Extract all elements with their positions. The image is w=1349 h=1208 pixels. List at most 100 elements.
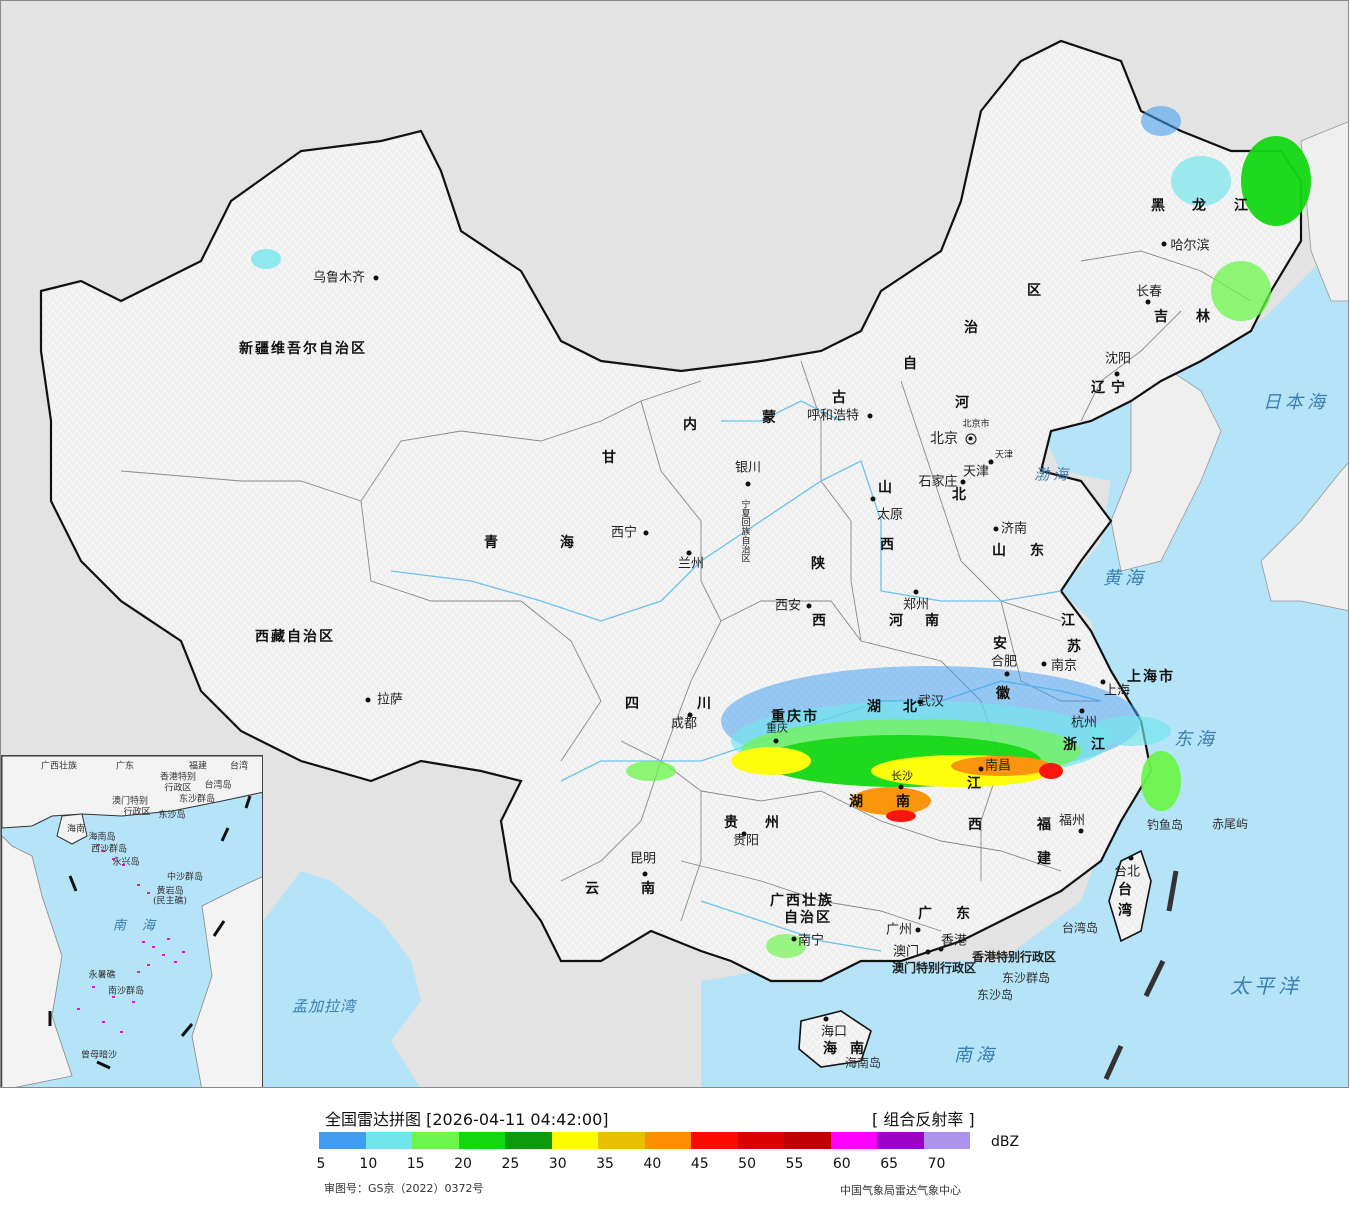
province-label: 自 bbox=[903, 356, 917, 372]
sea-bengal bbox=[263, 871, 421, 1087]
province-label: 东 bbox=[956, 906, 970, 922]
city-marker bbox=[1114, 371, 1120, 377]
korea-land bbox=[1110, 370, 1222, 572]
legend-swatch bbox=[877, 1132, 924, 1149]
city-marker bbox=[917, 699, 923, 705]
province-label: 山 bbox=[878, 480, 892, 496]
capital-marker bbox=[965, 433, 977, 445]
province-label: 香港特别行政区 bbox=[971, 950, 1057, 964]
city-label: 杭州 bbox=[1070, 715, 1098, 731]
inset-label: 海南 bbox=[66, 824, 86, 835]
city-marker bbox=[988, 459, 994, 465]
inset-label: 广东 bbox=[115, 761, 135, 772]
city-label: 西宁 bbox=[610, 525, 638, 541]
province-label: 云 bbox=[585, 881, 599, 897]
island-label: 赤尾屿 bbox=[1211, 817, 1249, 831]
province-label: 西 bbox=[812, 613, 826, 629]
province-label: 山 bbox=[992, 543, 1006, 559]
inset-sea-label: 南 海 bbox=[112, 918, 162, 934]
province-label: 湖 bbox=[867, 699, 881, 715]
legend-tick-label: 25 bbox=[501, 1156, 520, 1172]
city-marker bbox=[686, 550, 692, 556]
province-label: 南 bbox=[925, 613, 939, 629]
city-marker bbox=[1161, 241, 1167, 247]
sea-label: 太平洋 bbox=[1230, 974, 1302, 998]
province-label: 北京市 bbox=[962, 419, 990, 430]
province-label: 北 bbox=[952, 487, 966, 503]
legend-unit: dBZ bbox=[991, 1134, 1020, 1150]
province-label: 甘 bbox=[602, 450, 616, 466]
city-label: 兰州 bbox=[677, 556, 705, 572]
city-marker bbox=[373, 275, 379, 281]
city-marker bbox=[1004, 671, 1010, 677]
city-marker bbox=[898, 784, 904, 790]
city-marker bbox=[1100, 679, 1106, 685]
city-marker bbox=[870, 496, 876, 502]
island-label: 海南岛 bbox=[844, 1056, 882, 1070]
province-label: 湖 bbox=[849, 794, 863, 810]
city-marker bbox=[1041, 661, 1047, 667]
province-label: 州 bbox=[765, 815, 779, 831]
inset-label: 东沙岛 bbox=[158, 810, 186, 821]
japan-land bbox=[1260, 462, 1348, 612]
province-label: 治 bbox=[964, 320, 978, 336]
city-label: 广州 bbox=[885, 922, 913, 938]
province-label: 宁夏回族自治区 bbox=[739, 499, 750, 563]
province-label: 北 bbox=[903, 699, 917, 715]
province-label: 自治区 bbox=[784, 910, 832, 926]
city-label: 南京 bbox=[1050, 658, 1078, 674]
inset-label: 曾母暗沙 bbox=[80, 1050, 118, 1061]
legend-swatch bbox=[458, 1132, 505, 1149]
city-label: 澳门 bbox=[892, 944, 920, 960]
province-label: 浙 bbox=[1063, 737, 1077, 753]
province-label: 四 bbox=[625, 696, 639, 712]
province-label: 江 bbox=[1091, 737, 1105, 753]
city-label: 乌鲁木齐 bbox=[312, 270, 366, 286]
province-label: 广西壮族 bbox=[770, 893, 834, 909]
legend-tick-label: 20 bbox=[454, 1156, 472, 1172]
island-label: 钓鱼岛 bbox=[1146, 818, 1184, 832]
inset-label: 广西壮族 bbox=[40, 761, 78, 772]
sea-label: 南海 bbox=[954, 1045, 998, 1066]
province-label: 南 bbox=[896, 794, 910, 810]
city-label: 拉萨 bbox=[376, 692, 404, 708]
city-label: 上海 bbox=[1103, 683, 1131, 699]
radar-map[interactable]: 新疆维吾尔自治区 西藏自治区 青 海 甘 四 川 云 南 贵 州 广西壮族 自治… bbox=[0, 0, 1349, 1088]
province-label: 青 bbox=[484, 535, 498, 551]
province-label: 贵 bbox=[724, 815, 738, 831]
province-label: 湾 bbox=[1118, 903, 1132, 919]
city-marker bbox=[643, 530, 649, 536]
province-label: 建 bbox=[1037, 851, 1051, 867]
inset-label: 台湾 bbox=[229, 761, 249, 772]
city-marker bbox=[745, 481, 751, 487]
radar-echoes bbox=[251, 106, 1311, 958]
legend-swatch bbox=[923, 1132, 970, 1149]
inset-label: (民主礁) bbox=[152, 896, 188, 907]
province-label: 安 bbox=[993, 636, 1007, 652]
province-label: 龙 bbox=[1192, 198, 1206, 214]
legend-title: 全国雷达拼图 [2026-04-11 04:42:00] bbox=[325, 1110, 609, 1129]
city-marker bbox=[741, 831, 747, 837]
province-label: 上海市 bbox=[1127, 669, 1175, 685]
city-label: 石家庄 bbox=[918, 474, 958, 490]
legend-tick-label: 45 bbox=[690, 1156, 709, 1172]
legend-swatch bbox=[830, 1132, 877, 1149]
city-label: 西安 bbox=[774, 598, 802, 614]
city-label: 合肥 bbox=[990, 654, 1018, 670]
city-label: 昆明 bbox=[629, 851, 657, 867]
province-label: 南 bbox=[641, 881, 655, 897]
city-label: 哈尔滨 bbox=[1170, 238, 1210, 254]
inset-label: 中沙群岛 bbox=[166, 872, 204, 883]
sea-label: 渤海 bbox=[1033, 465, 1073, 484]
legend-tick-label: 70 bbox=[927, 1156, 946, 1172]
province-label: 新疆维吾尔自治区 bbox=[239, 341, 367, 357]
city-label: 武汉 bbox=[917, 694, 945, 710]
province-label: 南 bbox=[850, 1041, 864, 1057]
city-marker bbox=[791, 936, 797, 942]
legend-swatch bbox=[691, 1132, 738, 1149]
city-label: 南宁 bbox=[797, 933, 825, 949]
sea-label: 日本海 bbox=[1263, 392, 1329, 413]
city-marker bbox=[1128, 855, 1134, 861]
province-label: 西藏自治区 bbox=[255, 629, 335, 645]
city-label: 呼和浩特 bbox=[806, 408, 860, 424]
